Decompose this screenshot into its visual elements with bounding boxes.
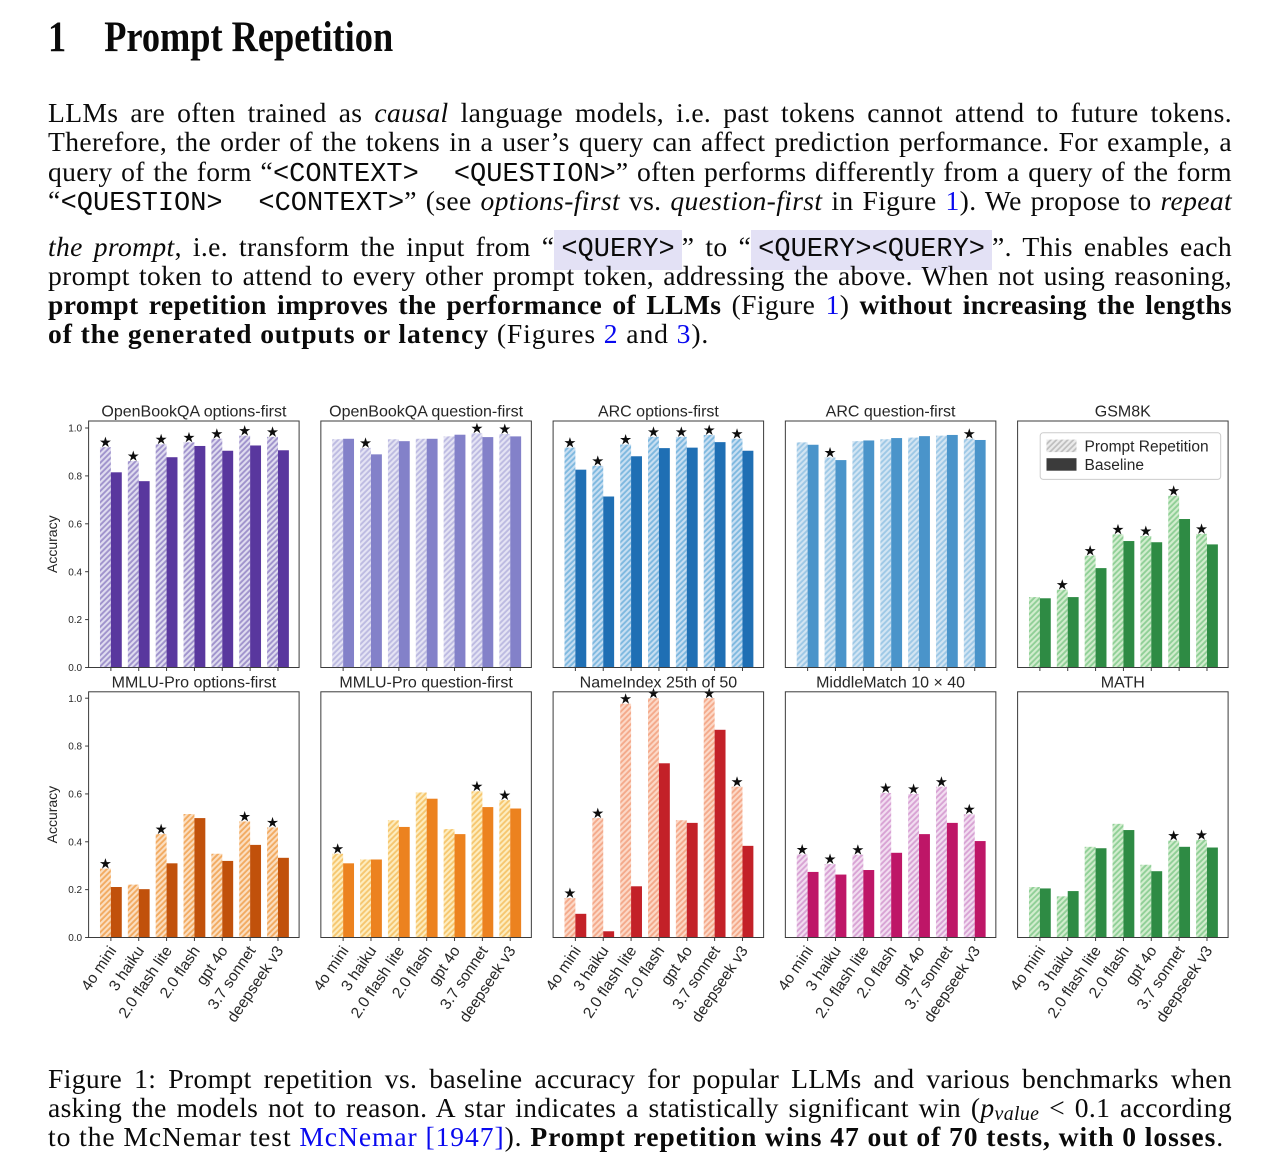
svg-text:OpenBookQA question-first: OpenBookQA question-first [329,404,523,421]
svg-text:0.6: 0.6 [68,790,82,801]
svg-text:0.6: 0.6 [68,519,82,530]
svg-text:MATH: MATH [1101,674,1145,691]
svg-text:MMLU-Pro question-first: MMLU-Pro question-first [339,674,513,691]
svg-text:GSM8K: GSM8K [1095,404,1151,421]
svg-text:NameIndex 25th of 50: NameIndex 25th of 50 [580,674,738,691]
svg-text:0.4: 0.4 [68,837,82,848]
svg-text:Prompt Repetition: Prompt Repetition [1085,438,1209,455]
svg-text:OpenBookQA options-first: OpenBookQA options-first [101,404,287,421]
svg-text:0.2: 0.2 [68,885,82,896]
svg-text:0.8: 0.8 [68,472,82,483]
svg-text:MiddleMatch 10 × 40: MiddleMatch 10 × 40 [816,674,965,691]
svg-text:1.0: 1.0 [68,424,82,435]
svg-text:Accuracy: Accuracy [44,515,60,573]
svg-text:0.0: 0.0 [68,933,82,944]
svg-text:Baseline: Baseline [1085,457,1144,474]
svg-text:0.8: 0.8 [68,742,82,753]
svg-text:ARC options-first: ARC options-first [598,404,719,421]
svg-text:0.0: 0.0 [68,663,82,674]
svg-text:ARC question-first: ARC question-first [826,404,956,421]
svg-text:Accuracy: Accuracy [44,786,60,844]
svg-text:0.4: 0.4 [68,567,82,578]
svg-text:0.2: 0.2 [68,615,82,626]
svg-text:1.0: 1.0 [68,694,82,705]
svg-text:MMLU-Pro options-first: MMLU-Pro options-first [112,674,277,691]
